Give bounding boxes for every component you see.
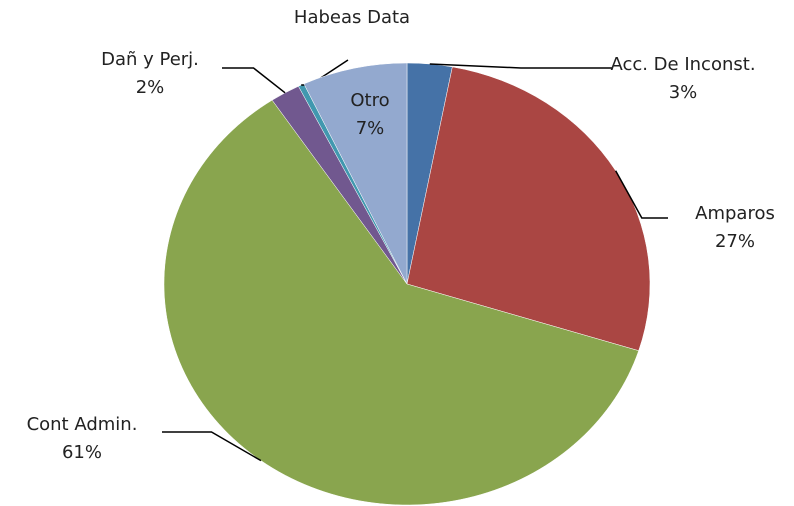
slice-label: Dañ y Perj. bbox=[101, 49, 199, 70]
leader-line bbox=[614, 170, 668, 219]
slice-value-label: 27% bbox=[715, 231, 755, 252]
pie-slice bbox=[303, 62, 408, 285]
slice-label: Amparos bbox=[695, 203, 775, 224]
slice-value-label: 2% bbox=[136, 77, 165, 98]
leader-line bbox=[162, 431, 262, 462]
slice-label: Cont Admin. bbox=[27, 414, 138, 435]
slice-label: Acc. De Inconst. bbox=[610, 54, 755, 75]
slice-label: Habeas Data bbox=[294, 7, 410, 28]
slice-value-label: 3% bbox=[669, 82, 698, 103]
slice-value-label: 7% bbox=[356, 118, 385, 139]
slice-label: Otro bbox=[350, 90, 389, 111]
slice-value-label: 61% bbox=[62, 442, 102, 463]
leader-line bbox=[429, 63, 612, 69]
leader-line bbox=[222, 67, 286, 94]
pie-slice bbox=[406, 66, 651, 352]
